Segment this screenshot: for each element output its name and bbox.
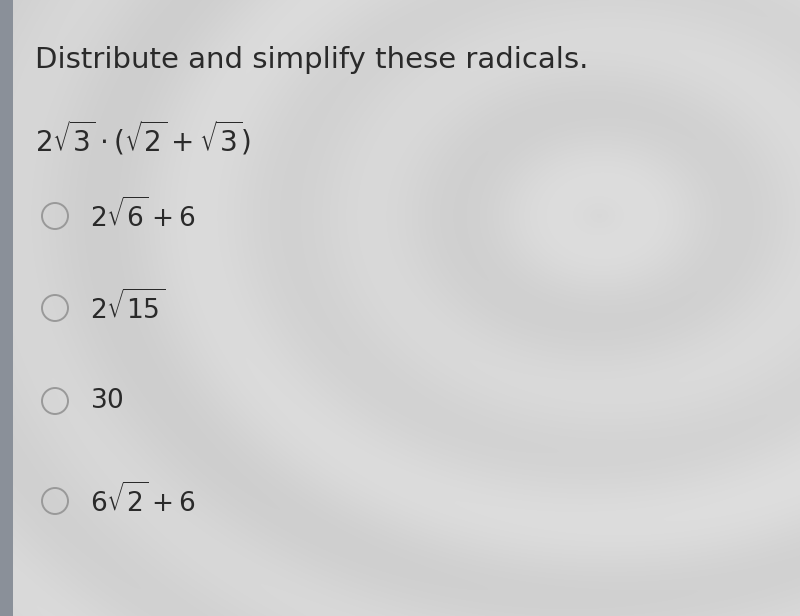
Text: $2\sqrt{6} + 6$: $2\sqrt{6} + 6$ (90, 198, 196, 233)
Bar (0, 0, 13, 616)
Text: $30$: $30$ (90, 388, 124, 414)
Text: Distribute and simplify these radicals.: Distribute and simplify these radicals. (35, 46, 588, 74)
Text: $6\sqrt{2} + 6$: $6\sqrt{2} + 6$ (90, 484, 196, 518)
Text: $2\sqrt{15}$: $2\sqrt{15}$ (90, 291, 165, 325)
Text: $2\sqrt{3} \cdot (\sqrt{2} + \sqrt{3})$: $2\sqrt{3} \cdot (\sqrt{2} + \sqrt{3})$ (35, 119, 250, 158)
